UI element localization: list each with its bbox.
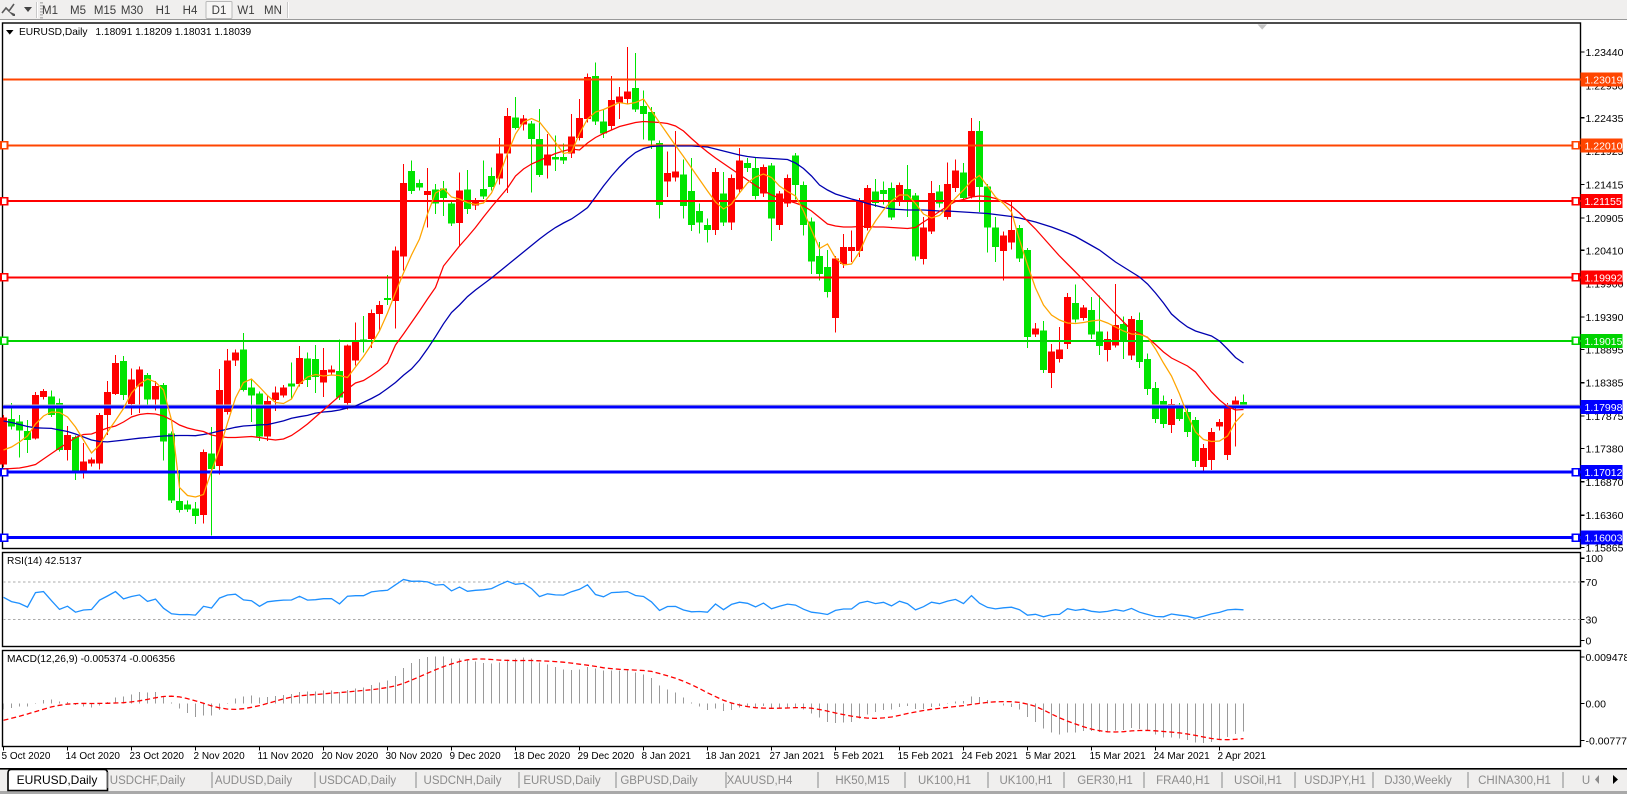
svg-text:1.23019: 1.23019 bbox=[1585, 75, 1623, 87]
svg-text:M15: M15 bbox=[94, 5, 116, 17]
svg-text:0: 0 bbox=[1586, 636, 1592, 648]
svg-text:24 Mar 2021: 24 Mar 2021 bbox=[1154, 751, 1211, 762]
svg-text:1.23440: 1.23440 bbox=[1586, 47, 1624, 59]
svg-text:5 Mar 2021: 5 Mar 2021 bbox=[1026, 751, 1077, 762]
svg-text:30 Nov 2020: 30 Nov 2020 bbox=[386, 751, 443, 762]
svg-text:9 Dec 2020: 9 Dec 2020 bbox=[450, 751, 502, 762]
svg-text:1.17998: 1.17998 bbox=[1585, 402, 1623, 414]
svg-text:23 Oct 2020: 23 Oct 2020 bbox=[130, 751, 185, 762]
svg-text:14 Oct 2020: 14 Oct 2020 bbox=[66, 751, 121, 762]
svg-text:M5: M5 bbox=[70, 5, 86, 17]
svg-text:1.17012: 1.17012 bbox=[1585, 467, 1623, 479]
svg-text:1.21415: 1.21415 bbox=[1586, 180, 1624, 192]
svg-text:GER30,H1: GER30,H1 bbox=[1077, 775, 1133, 787]
svg-text:1.16870: 1.16870 bbox=[1586, 477, 1624, 489]
svg-text:20 Nov 2020: 20 Nov 2020 bbox=[322, 751, 379, 762]
svg-text:UK100,H1: UK100,H1 bbox=[999, 775, 1052, 787]
svg-text:HK50,M15: HK50,M15 bbox=[835, 775, 889, 787]
svg-text:XAUUSD,H4: XAUUSD,H4 bbox=[727, 775, 793, 787]
svg-text:1.21155: 1.21155 bbox=[1585, 196, 1622, 208]
svg-text:USDCNH,Daily: USDCNH,Daily bbox=[424, 775, 502, 787]
svg-text:18 Jan 2021: 18 Jan 2021 bbox=[706, 751, 761, 762]
svg-text:GBPUSD,Daily: GBPUSD,Daily bbox=[620, 775, 698, 787]
svg-text:MACD(12,26,9) -0.005374 -0.006: MACD(12,26,9) -0.005374 -0.006356 bbox=[7, 654, 176, 665]
svg-text:2 Nov 2020: 2 Nov 2020 bbox=[194, 751, 246, 762]
svg-text:USDJPY,H1: USDJPY,H1 bbox=[1304, 775, 1366, 787]
svg-text:2 Apr 2021: 2 Apr 2021 bbox=[1218, 751, 1267, 762]
svg-text:RSI(14) 42.5137: RSI(14) 42.5137 bbox=[7, 556, 82, 567]
svg-text:USDCAD,Daily: USDCAD,Daily bbox=[319, 775, 397, 787]
svg-text:USOil,H1: USOil,H1 bbox=[1234, 775, 1282, 787]
svg-text:15 Feb 2021: 15 Feb 2021 bbox=[898, 751, 955, 762]
svg-text:5 Feb 2021: 5 Feb 2021 bbox=[834, 751, 885, 762]
svg-text:0.00: 0.00 bbox=[1586, 699, 1607, 711]
svg-text:1.22435: 1.22435 bbox=[1586, 113, 1624, 125]
svg-text:AUDUSD,Daily: AUDUSD,Daily bbox=[215, 775, 293, 787]
svg-text:1.19992: 1.19992 bbox=[1585, 272, 1623, 284]
svg-text:1.22010: 1.22010 bbox=[1585, 140, 1623, 152]
svg-text:CHINA300,H1: CHINA300,H1 bbox=[1478, 775, 1551, 787]
svg-text:15 Mar 2021: 15 Mar 2021 bbox=[1090, 751, 1147, 762]
svg-text:30: 30 bbox=[1586, 614, 1598, 626]
svg-text:UK100,H1: UK100,H1 bbox=[918, 775, 971, 787]
svg-text:-0.007778: -0.007778 bbox=[1586, 736, 1627, 748]
svg-text:1.19015: 1.19015 bbox=[1585, 336, 1623, 348]
svg-text:DJ30,Weekly: DJ30,Weekly bbox=[1384, 775, 1452, 787]
svg-text:H4: H4 bbox=[183, 5, 198, 17]
svg-text:H1: H1 bbox=[156, 5, 171, 17]
svg-text:1.20905: 1.20905 bbox=[1586, 213, 1624, 225]
svg-text:11 Nov 2020: 11 Nov 2020 bbox=[258, 751, 314, 762]
svg-text:5 Oct 2020: 5 Oct 2020 bbox=[2, 751, 51, 762]
svg-text:8 Jan 2021: 8 Jan 2021 bbox=[642, 751, 692, 762]
svg-text:USDCHF,Daily: USDCHF,Daily bbox=[110, 775, 186, 787]
svg-text:EURUSD,Daily: EURUSD,Daily bbox=[523, 775, 601, 787]
svg-text:1.17380: 1.17380 bbox=[1586, 443, 1624, 455]
svg-text:1.16360: 1.16360 bbox=[1586, 510, 1624, 522]
svg-text:1.15865: 1.15865 bbox=[1586, 543, 1624, 555]
svg-text:FRA40,H1: FRA40,H1 bbox=[1156, 775, 1210, 787]
svg-text:W1: W1 bbox=[237, 5, 254, 17]
svg-text:MN: MN bbox=[264, 5, 282, 17]
svg-text:M1: M1 bbox=[42, 5, 58, 17]
svg-text:70: 70 bbox=[1586, 577, 1598, 589]
svg-text:27 Jan 2021: 27 Jan 2021 bbox=[770, 751, 825, 762]
svg-text:1.16003: 1.16003 bbox=[1585, 533, 1623, 545]
svg-text:M30: M30 bbox=[121, 5, 143, 17]
svg-text:1.17875: 1.17875 bbox=[1586, 411, 1624, 423]
svg-text:100: 100 bbox=[1586, 553, 1604, 565]
svg-text:0.009478: 0.009478 bbox=[1586, 652, 1627, 664]
svg-text:18 Dec 2020: 18 Dec 2020 bbox=[514, 751, 571, 762]
svg-text:U: U bbox=[1582, 775, 1590, 787]
svg-text:24 Feb 2021: 24 Feb 2021 bbox=[962, 751, 1019, 762]
svg-text:1.18385: 1.18385 bbox=[1586, 378, 1624, 390]
svg-text:1.19390: 1.19390 bbox=[1586, 312, 1624, 324]
svg-text:29 Dec 2020: 29 Dec 2020 bbox=[578, 751, 635, 762]
svg-text:1.20410: 1.20410 bbox=[1586, 245, 1624, 257]
svg-text:EURUSD,Daily: EURUSD,Daily bbox=[17, 773, 98, 787]
svg-text:D1: D1 bbox=[212, 5, 227, 17]
svg-text:EURUSD,Daily 1.18091 1.18209: EURUSD,Daily 1.18091 1.18209 1.18031 1.1… bbox=[19, 27, 252, 38]
